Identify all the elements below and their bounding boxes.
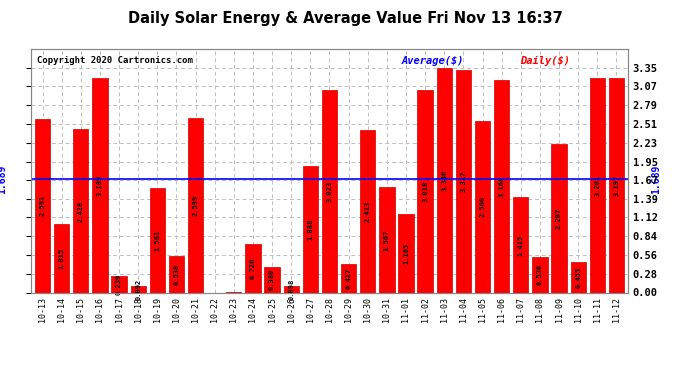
Text: 2.428: 2.428 bbox=[78, 200, 83, 222]
Bar bbox=[35, 118, 50, 292]
Text: 1.015: 1.015 bbox=[59, 248, 65, 269]
Bar bbox=[264, 267, 279, 292]
Bar bbox=[130, 286, 146, 292]
Text: 3.346: 3.346 bbox=[441, 170, 447, 191]
Text: 1.415: 1.415 bbox=[518, 234, 524, 256]
Text: 3.317: 3.317 bbox=[460, 171, 466, 192]
Bar bbox=[494, 80, 509, 292]
Text: 1.561: 1.561 bbox=[155, 230, 160, 251]
Bar bbox=[73, 129, 88, 292]
Bar bbox=[513, 198, 529, 292]
Text: 0.726: 0.726 bbox=[250, 258, 256, 279]
Text: 0.530: 0.530 bbox=[537, 264, 543, 285]
Bar bbox=[284, 286, 299, 292]
Text: 0.098: 0.098 bbox=[288, 279, 294, 300]
Bar bbox=[532, 257, 548, 292]
Bar bbox=[455, 70, 471, 292]
Text: 3.168: 3.168 bbox=[499, 176, 504, 197]
Bar bbox=[380, 187, 395, 292]
Text: Daily($): Daily($) bbox=[520, 56, 571, 66]
Bar bbox=[169, 256, 184, 292]
Text: 0.417: 0.417 bbox=[346, 268, 352, 289]
Text: Average($): Average($) bbox=[401, 56, 464, 66]
Text: 2.207: 2.207 bbox=[556, 208, 562, 229]
Text: 2.591: 2.591 bbox=[39, 195, 46, 216]
Bar bbox=[437, 68, 452, 292]
Bar bbox=[590, 78, 605, 292]
Text: 2.599: 2.599 bbox=[193, 195, 199, 216]
Text: 2.560: 2.560 bbox=[480, 196, 486, 217]
Text: 2.413: 2.413 bbox=[365, 201, 371, 222]
Bar bbox=[398, 214, 413, 292]
Text: 1.165: 1.165 bbox=[403, 243, 409, 264]
Bar bbox=[54, 224, 69, 292]
Bar bbox=[551, 144, 566, 292]
Text: 3.018: 3.018 bbox=[422, 180, 428, 202]
Text: Daily Solar Energy & Average Value Fri Nov 13 16:37: Daily Solar Energy & Average Value Fri N… bbox=[128, 11, 562, 26]
Text: 3.189: 3.189 bbox=[97, 175, 103, 196]
Text: 0.380: 0.380 bbox=[269, 269, 275, 290]
Text: 1.567: 1.567 bbox=[384, 229, 390, 251]
Bar bbox=[417, 90, 433, 292]
Bar bbox=[111, 276, 127, 292]
Text: 0.092: 0.092 bbox=[135, 279, 141, 300]
Bar bbox=[92, 78, 108, 292]
Bar bbox=[360, 130, 375, 292]
Text: 3.201: 3.201 bbox=[594, 174, 600, 196]
Bar bbox=[246, 244, 261, 292]
Bar bbox=[188, 118, 204, 292]
Text: 0.239: 0.239 bbox=[116, 274, 122, 295]
Text: 3.023: 3.023 bbox=[326, 180, 333, 202]
Text: 1.689: 1.689 bbox=[651, 164, 662, 194]
Bar bbox=[322, 90, 337, 292]
Bar bbox=[475, 121, 490, 292]
Text: Copyright 2020 Cartronics.com: Copyright 2020 Cartronics.com bbox=[37, 56, 193, 65]
Text: 0.538: 0.538 bbox=[173, 264, 179, 285]
Text: 1.689: 1.689 bbox=[0, 164, 8, 194]
Text: 1.888: 1.888 bbox=[307, 219, 313, 240]
Text: 0.455: 0.455 bbox=[575, 267, 581, 288]
Bar bbox=[303, 166, 318, 292]
Text: 3.197: 3.197 bbox=[613, 174, 620, 196]
Bar bbox=[150, 188, 165, 292]
Bar bbox=[341, 264, 356, 292]
Bar bbox=[571, 262, 586, 292]
Bar bbox=[609, 78, 624, 292]
